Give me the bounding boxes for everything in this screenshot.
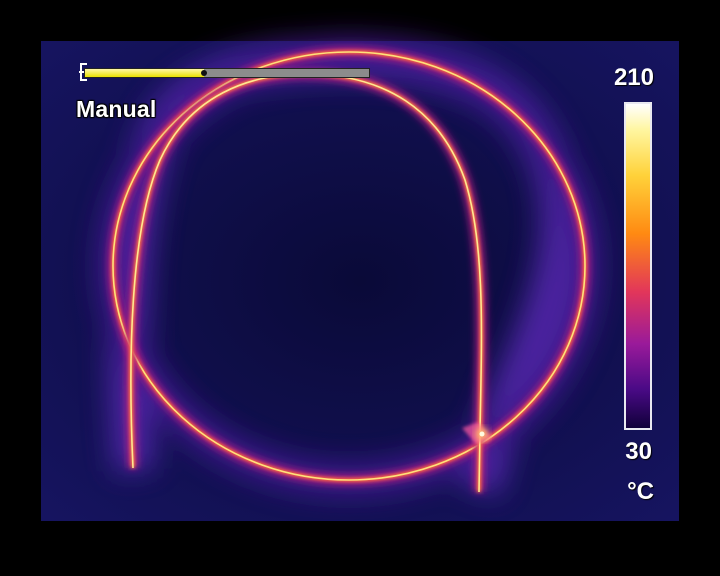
scale-max-value: 210 <box>613 64 654 91</box>
scale-min-value: 30 <box>625 438 652 465</box>
focus-fill <box>85 69 205 77</box>
color-scale-bar <box>624 102 652 430</box>
ring-wire <box>108 47 590 485</box>
hot-spot <box>462 422 492 444</box>
mode-label: Manual <box>76 96 157 122</box>
focus-slider[interactable] <box>78 62 372 82</box>
focus-track[interactable] <box>84 68 370 78</box>
temperature-unit: °C <box>627 478 654 505</box>
focus-handle[interactable] <box>201 70 208 76</box>
